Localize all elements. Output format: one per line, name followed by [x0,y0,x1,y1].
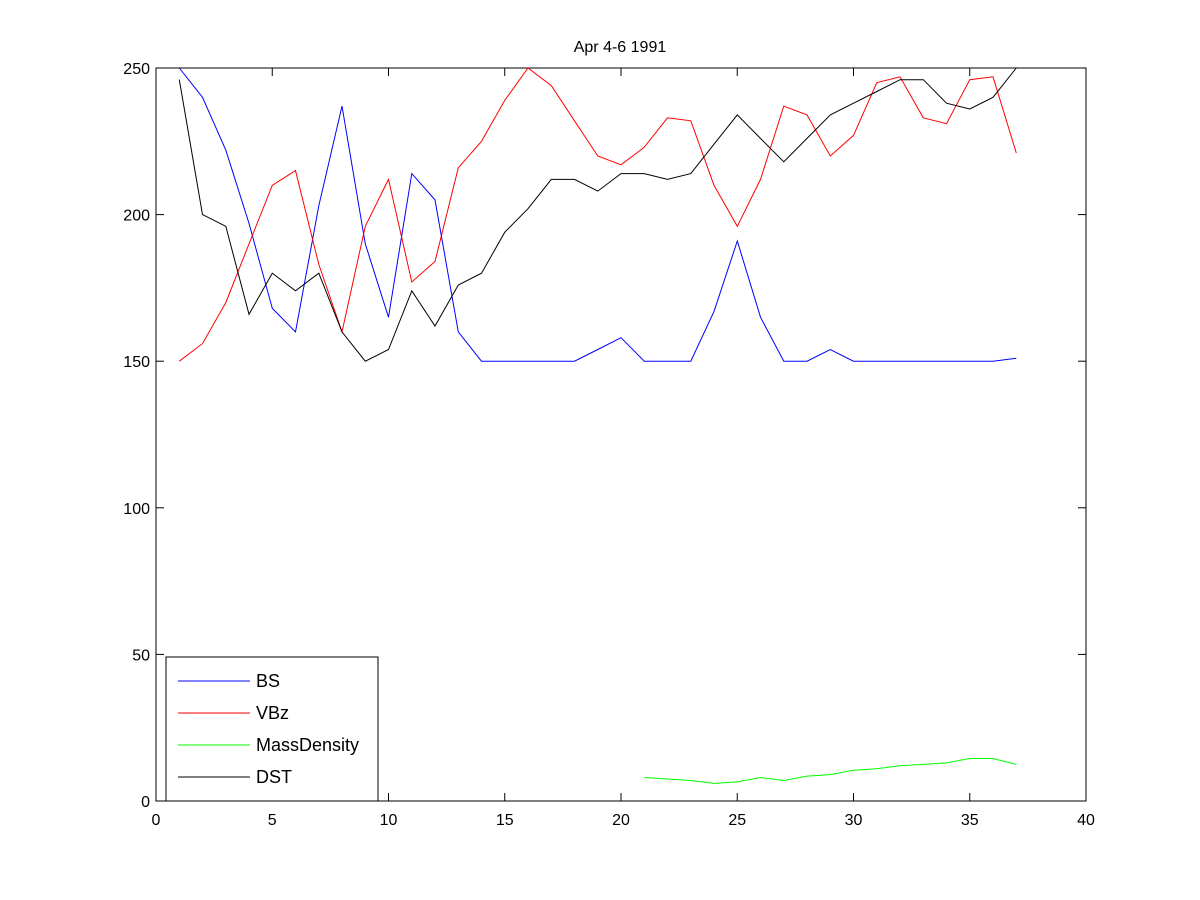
y-tick-label: 150 [123,354,150,371]
legend: BS VBz MassDensity DST [165,656,379,802]
y-tick-label: 200 [123,208,150,225]
x-tick-label: 15 [496,812,514,829]
x-tick-label: 5 [268,812,277,829]
y-tick-label: 250 [123,61,150,78]
x-tick-label: 35 [961,812,979,829]
x-tick-label: 10 [380,812,398,829]
series-lines [178,67,1017,784]
series-line-bs [178,67,1017,362]
x-tick-label: 40 [1077,812,1095,829]
chart-title: Apr 4-6 1991 [574,39,667,56]
legend-label-dst: DST [256,767,292,787]
x-tick-label: 30 [845,812,863,829]
x-tick-label: 25 [728,812,746,829]
x-tick-label: 20 [612,812,630,829]
series-line-massdensity [644,758,1017,784]
y-tick-label: 100 [123,501,150,518]
series-line-vbz [178,67,1017,362]
series-line-dst [178,67,1017,362]
legend-label-bs: BS [256,671,280,691]
legend-label-massdensity: MassDensity [256,735,359,755]
x-tick-label: 0 [152,812,161,829]
x-axis: 0 5 10 15 20 25 30 35 40 [152,68,1095,829]
legend-label-vbz: VBz [256,703,289,723]
y-tick-label: 50 [132,647,150,664]
y-axis: 0 50 100 150 200 250 [123,61,1086,811]
y-tick-label: 0 [141,794,150,811]
